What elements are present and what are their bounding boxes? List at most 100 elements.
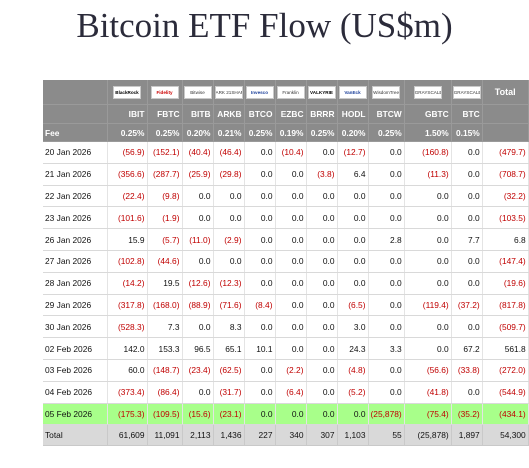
flow-value: 0.0	[244, 381, 276, 404]
flow-value: (56.6)	[404, 359, 452, 382]
flow-value: 0.0	[244, 359, 276, 382]
flow-value: 0.0	[337, 272, 369, 295]
row-date: 29 Jan 2026	[43, 294, 108, 317]
table-row: 28 Jan 2026 (14.2) 19.5 (12.6) (12.3) 0.0 0.0 0…	[43, 272, 529, 295]
ticker-label: IBIT	[107, 104, 148, 124]
flow-value: (175.3)	[107, 403, 148, 426]
flow-value: 0.0	[306, 381, 338, 404]
issuer-logo: BlackRock	[113, 85, 141, 99]
fee-row: Fee 0.25% 0.25% 0.20% 0.21% 0.25% 0.19% 0.25% 0.…	[43, 123, 529, 142]
flow-value: 8.3	[213, 315, 245, 339]
table-row: 22 Jan 2026 (22.4) (9.8) 0.0 0.0 0.0 0.0 0.0 0.0…	[43, 185, 529, 208]
flow-value: 0.0	[404, 228, 452, 251]
issuer-logo: Bitwise	[183, 85, 212, 99]
row-total-value: (272.0)	[482, 359, 529, 382]
flow-value: (528.3)	[107, 315, 148, 339]
flow-value: (6.4)	[275, 381, 307, 404]
flow-value: 0.0	[306, 250, 338, 273]
flow-value: 0.0	[182, 381, 214, 404]
flow-value: 0.0	[275, 315, 307, 339]
row-total-value: (147.4)	[482, 250, 529, 273]
flow-value: 0.0	[368, 315, 405, 339]
flow-value: 0.0	[182, 185, 214, 208]
row-total-value: 6.8	[482, 228, 529, 251]
flow-value: (9.8)	[147, 185, 183, 208]
row-total-value: (817.8)	[482, 294, 529, 317]
flow-value: (10.4)	[275, 141, 307, 164]
row-date: 27 Jan 2026	[43, 250, 108, 273]
flow-value: 0.0	[244, 403, 276, 426]
flow-value: (40.4)	[182, 141, 214, 164]
cumulative-value: 1,897	[451, 424, 483, 447]
issuer-logo-cell: BlackRock	[107, 80, 148, 105]
flow-value: 0.0	[404, 337, 452, 360]
flow-value: 67.2	[451, 337, 483, 360]
row-date: 28 Jan 2026	[43, 272, 108, 295]
flow-value: 0.0	[306, 228, 338, 251]
flow-value: 65.1	[213, 337, 245, 360]
flow-value: 0.0	[275, 250, 307, 273]
ticker-blank-cell	[43, 104, 108, 124]
row-date: 02 Feb 2026	[43, 337, 108, 360]
table-row: 20 Jan 2026 (56.9) (152.1) (40.4) (46.4) 0.0(…	[43, 141, 529, 164]
flow-value: (46.4)	[213, 141, 245, 164]
flow-value: 0.0	[368, 272, 405, 295]
flow-value: 0.0	[368, 381, 405, 404]
row-date: 04 Feb 2026	[43, 381, 108, 404]
row-total-value: (479.7)	[482, 141, 529, 164]
flow-value: (5.7)	[147, 228, 183, 251]
issuer-logo: GRAYSCALE	[452, 85, 481, 99]
fee-value: 0.21%	[213, 123, 245, 142]
flow-value: 0.0	[368, 163, 405, 186]
row-total-value: (103.5)	[482, 206, 529, 230]
issuer-logo-cell: ARK 21SHARES	[213, 80, 245, 105]
flow-value: (109.5)	[147, 403, 183, 426]
flow-value: 0.0	[244, 315, 276, 339]
fee-value: 0.20%	[182, 123, 214, 142]
table-row: 02 Feb 2026 142.0 153.3 96.5 65.1 10.1 0.0 0.0 2…	[43, 337, 529, 360]
cumulative-value: 227	[244, 424, 276, 447]
flow-value: (2.9)	[213, 228, 245, 251]
ticker-label: BTCO	[244, 104, 276, 124]
issuer-logo-cell: VanEck	[337, 80, 369, 105]
flow-value: 0.0	[306, 403, 338, 426]
flow-value: 24.3	[337, 337, 369, 360]
row-total-value: (544.9)	[482, 381, 529, 404]
flow-value: 0.0	[244, 272, 276, 295]
fee-value: 0.25%	[368, 123, 405, 142]
ticker-label: BITB	[182, 104, 214, 124]
flow-value: 0.0	[451, 272, 483, 295]
flow-value: 0.0	[275, 185, 307, 208]
flow-value: 3.0	[337, 315, 369, 339]
flow-value: 10.1	[244, 337, 276, 360]
table-row: 27 Jan 2026 (102.8) (44.6) 0.0 0.0 0.0 0.0 0.0 0…	[43, 250, 529, 273]
flow-value: 0.0	[244, 141, 276, 164]
flow-value: 0.0	[306, 141, 338, 164]
flow-value: 2.8	[368, 228, 405, 251]
row-date: 23 Jan 2026	[43, 206, 108, 230]
ticker-row: IBIT FBTC BITB ARKB BTCO EZBC BRRR HODL BTCW GBTC…	[43, 104, 529, 124]
flow-value: 0.0	[368, 359, 405, 382]
flow-value: 0.0	[275, 403, 307, 426]
flow-value: 0.0	[306, 294, 338, 317]
flow-value: 0.0	[337, 185, 369, 208]
flow-value: 0.0	[244, 185, 276, 208]
total-row: Total 61,609 11,091 2,113 1,436 227 340 307 1,10…	[43, 424, 529, 447]
flow-value: 0.0	[306, 185, 338, 208]
flow-value: 0.0	[451, 185, 483, 208]
flow-value: 0.0	[368, 185, 405, 208]
flow-value: 0.0	[275, 294, 307, 317]
flow-value: 7.7	[451, 228, 483, 251]
flow-value: 0.0	[306, 337, 338, 360]
flow-value: (71.6)	[213, 294, 245, 317]
flow-value: 0.0	[182, 315, 214, 339]
row-total-value: (32.2)	[482, 185, 529, 208]
flow-value: 0.0	[404, 272, 452, 295]
flow-value: 0.0	[275, 163, 307, 186]
flow-value: 15.9	[107, 228, 148, 251]
cumulative-value: 61,609	[107, 424, 148, 447]
cumulative-value: 1,436	[213, 424, 245, 447]
row-total-value: 561.8	[482, 337, 529, 360]
flow-value: (23.1)	[213, 403, 245, 426]
